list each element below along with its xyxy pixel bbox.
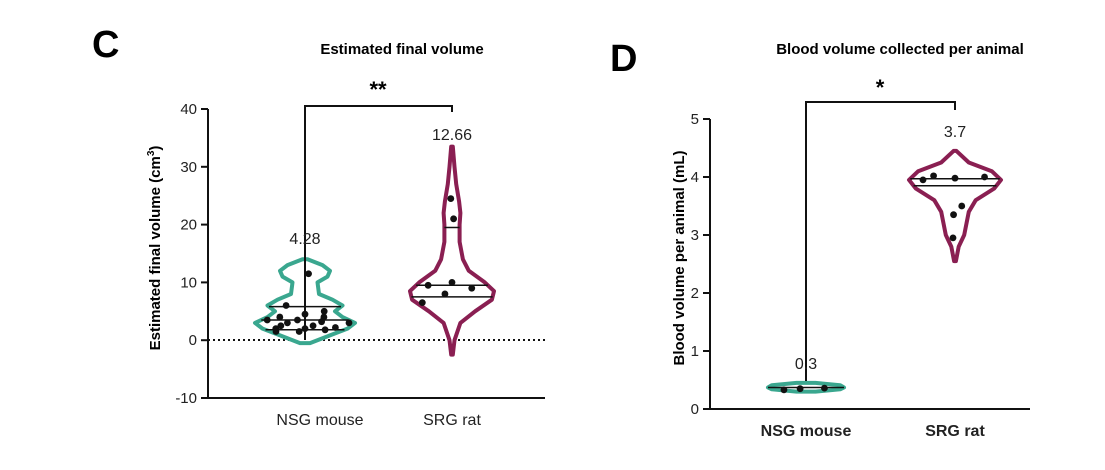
panel-c: C Estimated final volume Estimated final… <box>92 24 545 429</box>
data-point-d <box>930 172 937 180</box>
x-category-srg-rat-d: SRG rat <box>925 423 985 440</box>
y-tick-label-d: 3 <box>691 227 699 244</box>
y-ticks-d: 0 1 2 3 4 5 <box>691 111 710 418</box>
data-point-c <box>345 319 353 327</box>
panel-letter-c: C <box>92 24 119 66</box>
panel-d: D Blood volume collected per animal Bloo… <box>610 38 1030 440</box>
y-tick-label-d: 1 <box>691 343 699 360</box>
y-axis-label-c-sup: 3 <box>146 150 157 156</box>
data-point-c <box>282 302 290 309</box>
data-point-d <box>950 211 957 219</box>
y-tick-label-d: 2 <box>691 285 699 302</box>
y-tick-label-d: 0 <box>691 401 699 418</box>
y-ticks-c: -10 0 10 20 30 40 <box>175 101 208 407</box>
violin-label-nsg-mouse-c: 4.28 <box>289 231 320 248</box>
y-tick-label-c: 0 <box>189 332 197 349</box>
data-point-c <box>294 316 301 324</box>
chart-title-d: Blood volume collected per animal <box>776 41 1024 58</box>
data-point-d <box>796 385 804 393</box>
violin-label-nsg-mouse-d: 0.3 <box>795 356 817 373</box>
data-point-d <box>919 176 927 184</box>
data-point-d <box>951 174 959 182</box>
chart-title-c: Estimated final volume <box>320 41 483 58</box>
data-point-c <box>295 328 303 335</box>
y-tick-label-c: -10 <box>175 390 197 407</box>
significance-bracket-d <box>805 101 956 381</box>
data-point-c <box>468 284 476 292</box>
data-point-d <box>958 202 966 210</box>
data-point-d <box>821 384 828 392</box>
panel-letter-d: D <box>610 38 637 80</box>
violin-label-srg-rat-d: 3.7 <box>944 124 966 141</box>
y-axis-label-c-tail: ) <box>147 146 164 151</box>
y-tick-label-d: 4 <box>691 169 699 186</box>
data-point-c <box>321 326 329 334</box>
data-point-c <box>263 316 271 324</box>
y-tick-label-d: 5 <box>691 111 699 128</box>
data-point-c <box>284 319 291 327</box>
data-point-c <box>441 290 449 298</box>
data-point-c <box>309 322 317 330</box>
data-point-c <box>418 299 426 307</box>
significance-bracket-c <box>304 105 453 340</box>
data-point-d <box>949 234 957 242</box>
y-tick-label-c: 10 <box>180 274 197 291</box>
data-point-c <box>448 279 456 286</box>
violin-srg-rat-d <box>907 148 1003 264</box>
violins-c <box>253 144 496 357</box>
data-point-c <box>320 307 328 315</box>
data-point-c <box>450 215 457 223</box>
y-axis-label-c: Estimated final volume (cm3) <box>146 146 164 351</box>
data-point-d <box>780 386 788 394</box>
data-point-c <box>320 313 328 321</box>
y-tick-label-c: 40 <box>180 101 197 118</box>
significance-marker-d: * <box>876 75 885 100</box>
data-point-c <box>424 281 432 289</box>
significance-marker-c: ** <box>369 77 387 102</box>
data-point-d <box>981 173 988 181</box>
data-point-c <box>277 322 285 330</box>
data-point-c <box>276 313 284 321</box>
y-axis-label-d: Blood volume per animal (mL) <box>671 150 688 365</box>
data-point-c <box>332 324 339 331</box>
x-category-srg-rat-c: SRG rat <box>423 412 481 429</box>
y-tick-label-c: 20 <box>180 217 197 234</box>
violin-label-srg-rat-c: 12.66 <box>432 127 472 144</box>
y-tick-label-c: 30 <box>180 159 197 176</box>
x-category-nsg-mouse-d: NSG mouse <box>761 423 852 440</box>
violin-srg-rat-c <box>408 144 496 357</box>
violins-d <box>766 148 1003 394</box>
x-category-nsg-mouse-c: NSG mouse <box>276 412 363 429</box>
data-point-c <box>447 195 455 202</box>
y-axis-label-c-main: Estimated final volume (cm <box>147 156 164 350</box>
data-point-c <box>305 270 312 278</box>
data-point-c <box>272 325 280 333</box>
